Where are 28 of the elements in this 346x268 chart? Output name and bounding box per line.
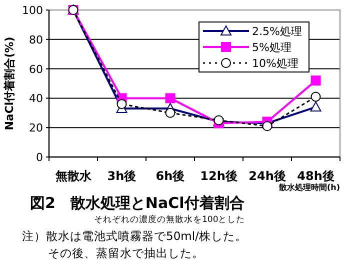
legend-label: 2.5%処理 — [252, 25, 302, 38]
y-tick-label: 20 — [29, 122, 43, 135]
y-tick-label: 40 — [29, 92, 43, 106]
y-tick-label: 80 — [29, 33, 43, 46]
point — [262, 121, 272, 132]
x-tick-label: 48h後 — [297, 169, 334, 183]
x-tick-label: 3h後 — [107, 169, 136, 183]
y-tick-label: 60 — [29, 62, 43, 76]
y-tick-label: 0 — [36, 151, 43, 164]
point — [310, 76, 321, 86]
text: 注）散水は電池式噴霧器で50ml/株した。 — [22, 229, 247, 243]
x-axis-title: 散水処理時間(h) — [278, 183, 340, 192]
text: 図2 散水処理とNaCl付着割合 — [30, 194, 244, 212]
point — [116, 99, 127, 110]
y-tick-label: 100 — [22, 4, 43, 17]
point — [165, 108, 176, 118]
x-tick-label: 無散水 — [54, 169, 92, 183]
legend-label: 10%処理 — [252, 57, 298, 70]
y-axis-title: NaCl付着割合(%) — [3, 36, 16, 130]
point — [310, 102, 322, 112]
x-tick-label: 24h後 — [248, 169, 286, 183]
text: その後、蒸留水で抽出した。 — [48, 246, 204, 260]
point — [310, 92, 321, 102]
text: それぞれの濃度の無散水を100とした — [94, 214, 246, 225]
point — [165, 93, 176, 104]
legend-label: 5%処理 — [252, 41, 292, 54]
x-tick-label: 12h後 — [200, 169, 238, 183]
x-tick-label: 6h後 — [156, 169, 185, 183]
